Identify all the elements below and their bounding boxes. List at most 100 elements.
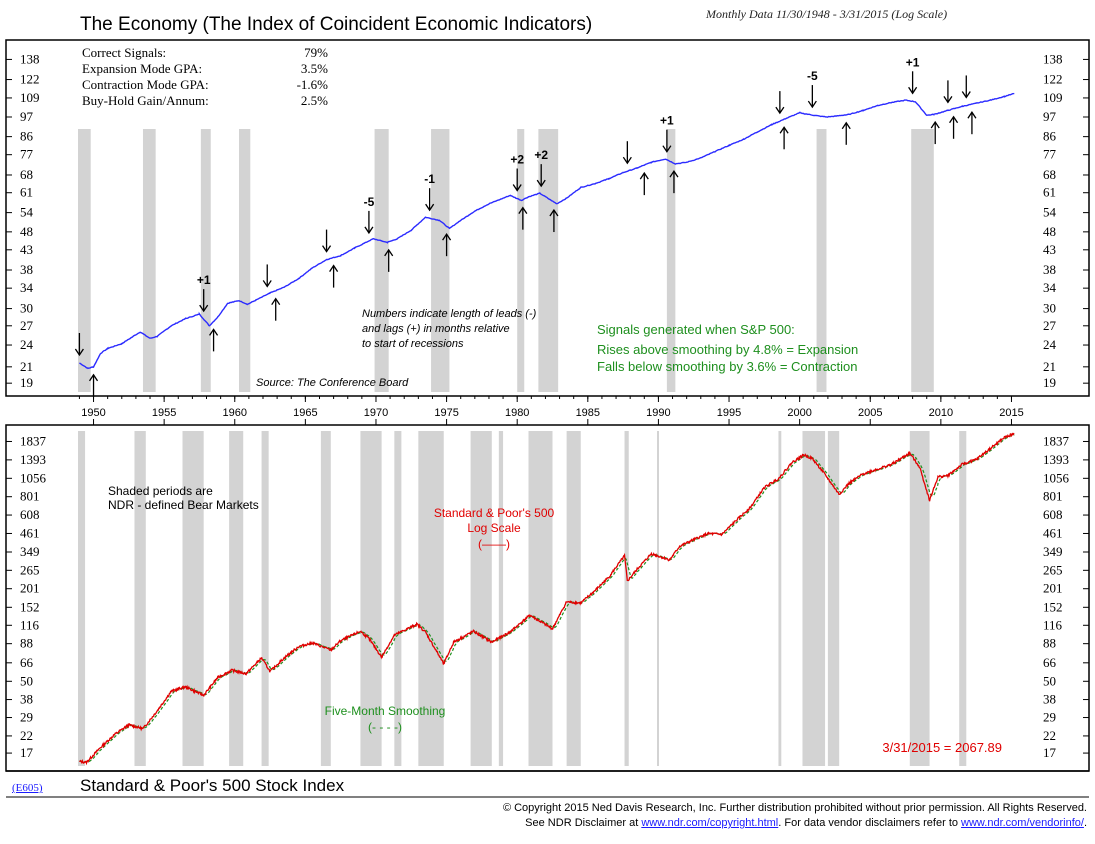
source-note: Source: The Conference Board bbox=[256, 377, 409, 389]
disclaimer-post: . bbox=[1083, 817, 1087, 829]
y-tick-label-left: 19 bbox=[20, 375, 33, 390]
y-tick-label-left: 48 bbox=[20, 224, 33, 239]
x-tick-label: 1965 bbox=[293, 407, 317, 419]
y-tick-label-right: 461 bbox=[1043, 525, 1063, 540]
y-tick-label-left: 152 bbox=[20, 599, 40, 614]
shaded-note-line-1: Shaded periods are bbox=[108, 484, 213, 498]
copyright-link[interactable]: www.ndr.com/copyright.html bbox=[641, 817, 779, 829]
signals-note: Signals generated when S&P 500: Rises ab… bbox=[597, 322, 858, 374]
x-tick-label: 1975 bbox=[434, 407, 458, 419]
y-tick-label-left: 29 bbox=[20, 710, 33, 725]
leads-lags-note: Numbers indicate length of leads (-) and… bbox=[256, 308, 537, 389]
y-tick-label-right: 54 bbox=[1043, 205, 1057, 220]
sell-arrow-head bbox=[425, 203, 435, 212]
x-tick-label: 1985 bbox=[576, 407, 600, 419]
y-tick-label-right: 1393 bbox=[1043, 452, 1069, 467]
smoothing-legend-line-1: Five-Month Smoothing bbox=[325, 704, 446, 718]
sp-legend-line-1: Standard & Poor's 500 bbox=[434, 506, 555, 520]
y-tick-label-right: 109 bbox=[1043, 90, 1063, 105]
signal-lead-lag-label: +1 bbox=[197, 273, 211, 287]
bear-market-shade bbox=[182, 431, 204, 766]
bear-market-shade bbox=[418, 431, 444, 766]
buy-arrow-head bbox=[209, 328, 219, 336]
top-recession-shading bbox=[78, 129, 934, 392]
bear-market-shade bbox=[959, 431, 967, 766]
bear-market-shade bbox=[229, 431, 244, 766]
smoothing-series-line bbox=[79, 434, 1015, 763]
y-tick-label-right: 48 bbox=[1043, 224, 1056, 239]
y-tick-label-right: 1837 bbox=[1043, 433, 1070, 448]
y-tick-label-right: 86 bbox=[1043, 129, 1057, 144]
sell-arrow-head bbox=[364, 226, 374, 235]
y-tick-label-right: 265 bbox=[1043, 562, 1063, 577]
signal-lead-lag-label: -5 bbox=[364, 195, 375, 209]
recession-shade bbox=[911, 129, 934, 392]
y-tick-label-left: 68 bbox=[20, 167, 33, 182]
y-tick-label-left: 38 bbox=[20, 262, 33, 277]
y-tick-label-left: 22 bbox=[20, 728, 33, 743]
recession-shade bbox=[200, 129, 211, 392]
bottom-bear-shading bbox=[78, 431, 967, 766]
bear-market-shade bbox=[624, 431, 629, 766]
note-line-3: to start of recessions bbox=[362, 338, 464, 350]
signal-arrows: +1 -5 -1 +2 +2 +1 -5 +1 bbox=[74, 55, 977, 397]
bear-market-shade bbox=[802, 431, 826, 766]
y-tick-label-left: 201 bbox=[20, 581, 40, 596]
y-tick-label-right: 97 bbox=[1043, 109, 1057, 124]
sp-legend-line-3: (——) bbox=[478, 537, 510, 551]
bottom-y-axis: 1837 1837 1393 1393 1056 1056 801 801 608 608 461 4… bbox=[6, 433, 1089, 760]
y-tick-label-right: 122 bbox=[1043, 72, 1063, 87]
signals-note-line-1: Signals generated when S&P 500: bbox=[597, 322, 795, 337]
sell-arrow-head bbox=[943, 96, 953, 104]
recession-shade bbox=[142, 129, 156, 392]
buy-arrow-head bbox=[549, 208, 559, 217]
x-tick-label: 2015 bbox=[999, 407, 1023, 419]
y-tick-label-left: 1056 bbox=[20, 470, 47, 485]
recession-shade bbox=[374, 129, 389, 392]
y-tick-label-right: 21 bbox=[1043, 359, 1056, 374]
economy-series-line bbox=[79, 92, 1015, 370]
y-tick-label-right: 801 bbox=[1043, 489, 1063, 504]
x-axis: 1950 1955 1960 1965 1970 1975 1980 1985 1990 1995… bbox=[78, 396, 1024, 425]
y-tick-label-left: 116 bbox=[20, 617, 40, 632]
chart-title: The Economy (The Index of Coincident Eco… bbox=[80, 14, 593, 35]
sp-legend-line-2: Log Scale bbox=[467, 521, 521, 535]
bear-market-shade bbox=[261, 431, 269, 766]
buy-arrow-head bbox=[88, 373, 99, 382]
signal-lead-lag-label: -1 bbox=[424, 172, 435, 186]
x-tick-label: 1950 bbox=[81, 407, 105, 419]
stat-label-expansion: Expansion Mode GPA: bbox=[82, 61, 202, 76]
recession-shade bbox=[816, 129, 827, 392]
buy-arrow-head bbox=[779, 126, 789, 134]
bear-market-shade bbox=[470, 431, 492, 766]
bear-market-shade bbox=[827, 431, 840, 766]
sp500-lines bbox=[79, 432, 1015, 766]
y-tick-label-right: 116 bbox=[1043, 617, 1063, 632]
y-tick-label-left: 265 bbox=[20, 562, 40, 577]
disclaimer-mid: . For data vendor disclaimers refer to bbox=[778, 817, 962, 829]
vendorinfo-link[interactable]: www.ndr.com/vendorinfo/ bbox=[961, 817, 1084, 829]
bear-market-shade bbox=[528, 431, 553, 766]
recession-shade bbox=[517, 129, 525, 392]
chart-code-link[interactable]: (E605) bbox=[12, 782, 43, 794]
y-tick-label-right: 29 bbox=[1043, 710, 1056, 725]
y-tick-label-left: 34 bbox=[20, 280, 34, 295]
stat-label-contraction: Contraction Mode GPA: bbox=[82, 77, 209, 92]
y-tick-label-right: 138 bbox=[1043, 51, 1063, 66]
signal-lead-lag-label: +2 bbox=[510, 153, 524, 167]
sell-arrow-head bbox=[908, 86, 918, 95]
y-tick-label-right: 19 bbox=[1043, 375, 1056, 390]
x-tick-label: 2005 bbox=[858, 407, 882, 419]
y-tick-label-left: 27 bbox=[20, 318, 34, 333]
copyright-line: © Copyright 2015 Ned Davis Research, Inc… bbox=[502, 802, 1087, 814]
stat-value-correct: 79% bbox=[304, 45, 328, 60]
y-tick-label-right: 201 bbox=[1043, 581, 1063, 596]
sell-arrow-head bbox=[622, 156, 632, 165]
buy-arrow-head bbox=[949, 115, 959, 124]
sp500-series-line bbox=[79, 432, 1015, 766]
recession-shade bbox=[431, 129, 450, 392]
y-tick-label-left: 122 bbox=[20, 72, 40, 87]
last-value-label: 3/31/2015 = 2067.89 bbox=[882, 740, 1002, 755]
y-tick-label-right: 24 bbox=[1043, 337, 1057, 352]
